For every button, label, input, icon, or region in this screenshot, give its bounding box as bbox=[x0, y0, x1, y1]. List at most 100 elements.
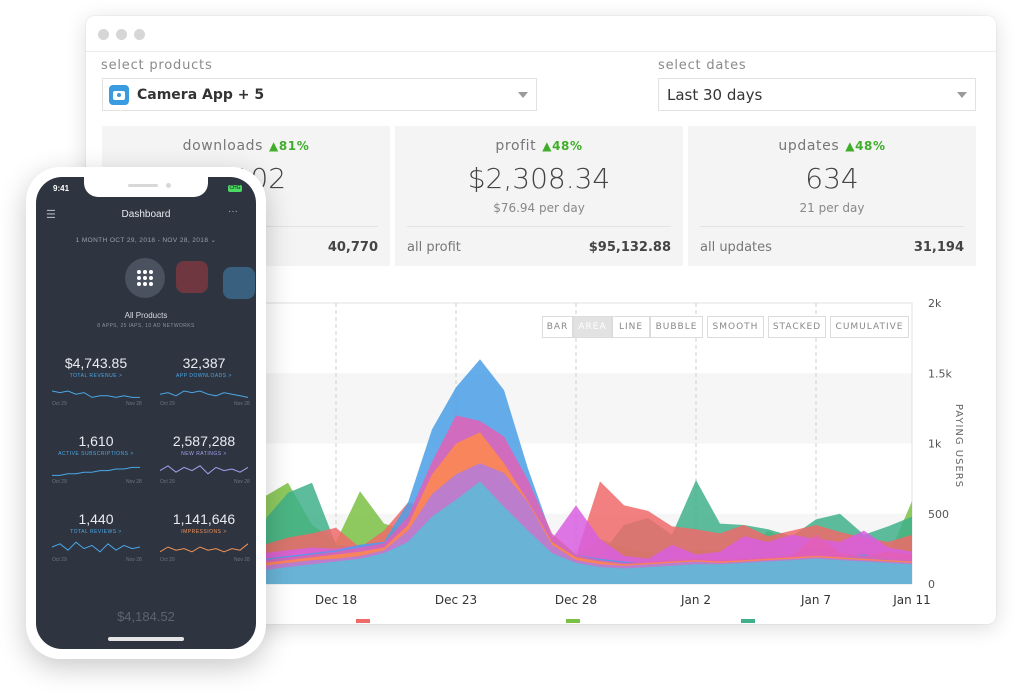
card-footer-label: all updates bbox=[700, 240, 772, 255]
chevron-down-icon bbox=[518, 92, 528, 98]
x-tick-label: Dec 28 bbox=[555, 593, 597, 607]
phone-device: 9:41 CHG ☰ Dashboard ··· 1 MONTH OCT 29,… bbox=[26, 167, 266, 659]
products-label: select products bbox=[101, 58, 213, 73]
phone-page-title: Dashboard bbox=[121, 209, 171, 220]
sparkline-start-date: Oct 29 bbox=[52, 479, 67, 485]
chart-stacked-toggle[interactable]: STACKED bbox=[768, 316, 826, 338]
sparkline-end-date: Nov 28 bbox=[234, 401, 250, 407]
status-time: 9:41 bbox=[53, 184, 70, 193]
dates-select-value: Last 30 days bbox=[667, 85, 763, 104]
x-tick-label: Dec 23 bbox=[435, 593, 477, 607]
y-tick-label: 0 bbox=[928, 578, 935, 591]
sparkline-end-date: Nov 28 bbox=[126, 557, 142, 563]
chart-type-line-button[interactable]: LINE bbox=[612, 316, 650, 338]
delta-badge: ▲81% bbox=[269, 139, 310, 153]
chart-type-bubble-button[interactable]: BUBBLE bbox=[650, 316, 703, 338]
updates-card[interactable]: updates ▲48% 634 21 per day all updates 3… bbox=[688, 126, 976, 266]
area-series-cyan bbox=[264, 481, 912, 584]
grid-band bbox=[264, 373, 912, 444]
y-tick-label: 1k bbox=[928, 438, 942, 451]
chart-type-area-button[interactable]: AREA bbox=[573, 316, 612, 338]
dates-select[interactable]: Last 30 days bbox=[658, 78, 976, 111]
phone-screen: 9:41 CHG ☰ Dashboard ··· 1 MONTH OCT 29,… bbox=[36, 177, 256, 649]
sparkline-end-date: Nov 28 bbox=[234, 557, 250, 563]
legend-swatch-teal bbox=[741, 619, 755, 623]
card-divider bbox=[407, 226, 671, 227]
sparkline-start-date: Oct 29 bbox=[160, 479, 175, 485]
chart-type-bar-button[interactable]: BAR bbox=[542, 316, 573, 338]
metric-label[interactable]: NEW RATINGS > bbox=[181, 451, 227, 457]
sparkline bbox=[160, 390, 248, 398]
card-title: updates ▲48% bbox=[778, 138, 886, 154]
sparkline-start-date: Oct 29 bbox=[52, 401, 67, 407]
sparkline bbox=[52, 390, 140, 398]
sparkline-path bbox=[52, 390, 140, 398]
home-indicator bbox=[108, 637, 184, 641]
chart-cumulative-toggle[interactable]: CUMULATIVE bbox=[830, 316, 909, 338]
sparkline-start-date: Oct 29 bbox=[52, 557, 67, 563]
profit-card[interactable]: profit ▲48% $2,308.34 $76.94 per day all … bbox=[395, 126, 683, 266]
metric-label[interactable]: TOTAL REVENUE > bbox=[69, 373, 123, 379]
x-tick-label: Dec 18 bbox=[315, 593, 357, 607]
sparkline-path bbox=[160, 465, 248, 475]
card-footer-value: 31,194 bbox=[913, 240, 964, 255]
metric-value: 1,610 bbox=[78, 433, 114, 449]
grid-icon bbox=[137, 270, 153, 286]
metric-value: 1,141,646 bbox=[172, 511, 236, 527]
y-axis-label: PAYING USERS bbox=[953, 404, 964, 488]
date-range-selector[interactable]: 1 MONTH OCT 29, 2018 - NOV 28, 2018 ⌄ bbox=[75, 237, 217, 244]
hamburger-menu-icon[interactable]: ☰ bbox=[46, 209, 56, 221]
all-products-grid-icon[interactable] bbox=[125, 258, 165, 298]
sparkline-path bbox=[160, 543, 248, 553]
window-zoom-dot[interactable] bbox=[134, 29, 145, 40]
delta-badge: ▲48% bbox=[845, 139, 886, 153]
products-select[interactable]: Camera App + 5 bbox=[102, 78, 537, 111]
sparkline bbox=[160, 465, 248, 475]
chart-smooth-toggle[interactable]: SMOOTH bbox=[707, 316, 764, 338]
paying-users-chart: 0 500 1k 1.5k 2k PAYING USERS Dec 18 Dec 23 Dec … bbox=[263, 297, 964, 623]
sparkline-end-date: Nov 28 bbox=[126, 479, 142, 485]
sparkline-end-date: Nov 28 bbox=[126, 401, 142, 407]
chevron-down-icon bbox=[957, 92, 967, 98]
window-titlebar bbox=[86, 16, 996, 52]
metric-label[interactable]: APP DOWNLOADS > bbox=[176, 373, 232, 379]
x-tick-label: Jan 7 bbox=[800, 593, 831, 607]
card-divider bbox=[700, 226, 964, 227]
metric-value: 32,387 bbox=[182, 355, 226, 371]
card-per-day: $76.94 per day bbox=[493, 201, 585, 215]
window-close-dot[interactable] bbox=[98, 29, 109, 40]
card-big-value: $2,308.34 bbox=[467, 162, 611, 195]
card-footer-value: $95,132.88 bbox=[588, 240, 671, 255]
camera-app-icon bbox=[109, 84, 129, 105]
card-title: downloads ▲81% bbox=[182, 138, 310, 154]
app-icon-red[interactable] bbox=[176, 261, 208, 293]
window-minimize-dot[interactable] bbox=[116, 29, 127, 40]
more-options-icon[interactable]: ··· bbox=[228, 206, 238, 217]
sparkline bbox=[52, 541, 140, 553]
dates-label: select dates bbox=[658, 58, 747, 73]
delta-badge: ▲48% bbox=[542, 139, 583, 153]
sparkline-start-date: Oct 29 bbox=[160, 557, 175, 563]
card-footer-value: 40,770 bbox=[327, 240, 378, 255]
metric-label[interactable]: IMPRESSIONS > bbox=[181, 529, 227, 535]
sparkline-start-date: Oct 29 bbox=[160, 401, 175, 407]
card-footer-label: all profit bbox=[407, 240, 461, 255]
x-tick-label: Jan 2 bbox=[680, 593, 711, 607]
x-tick-label: Jan 11 bbox=[892, 593, 931, 607]
metric-value: 1,440 bbox=[78, 511, 114, 527]
products-title: All Products bbox=[124, 311, 168, 320]
metric-label[interactable]: ACTIVE SUBSCRIPTIONS > bbox=[58, 451, 134, 457]
legend-swatch-red bbox=[356, 619, 370, 623]
app-icon-camera[interactable] bbox=[223, 267, 255, 299]
metric-label[interactable]: TOTAL REVIEWS > bbox=[70, 529, 122, 535]
battery-icon: CHG bbox=[228, 185, 242, 192]
y-tick-label: 1.5k bbox=[928, 367, 952, 380]
sparkline-end-date: Nov 28 bbox=[234, 479, 250, 485]
card-per-day: 21 per day bbox=[799, 201, 865, 215]
products-select-value: Camera App + 5 bbox=[137, 86, 265, 103]
legend-swatch-green bbox=[566, 619, 580, 623]
sparkline bbox=[52, 466, 140, 476]
metric-value: $4,743.85 bbox=[64, 355, 128, 371]
bottom-metric-value: $4,184.52 bbox=[117, 609, 175, 624]
sparkline-path bbox=[52, 541, 140, 553]
